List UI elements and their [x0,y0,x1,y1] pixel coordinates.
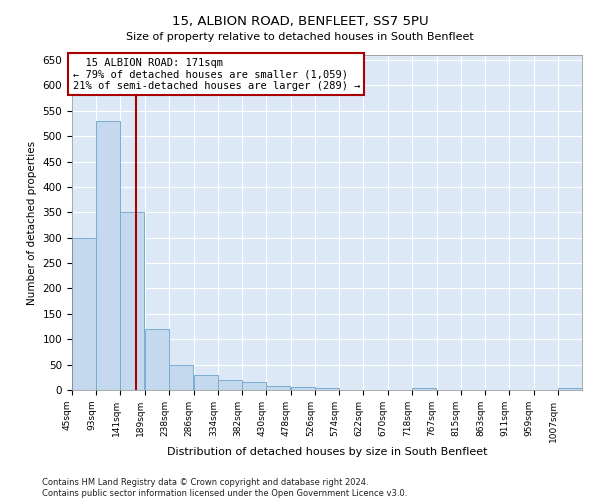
Text: 15, ALBION ROAD, BENFLEET, SS7 5PU: 15, ALBION ROAD, BENFLEET, SS7 5PU [172,15,428,28]
Bar [121,212,145,390]
Text: Size of property relative to detached houses in South Benfleet: Size of property relative to detached ho… [126,32,474,42]
Text: Contains HM Land Registry data © Crown copyright and database right 2024.
Contai: Contains HM Land Registry data © Crown c… [42,478,407,498]
Bar [315,388,339,390]
Bar [242,382,266,390]
Bar [558,388,582,390]
Bar [72,238,96,390]
Bar [412,388,436,390]
Bar [194,375,218,390]
Bar [96,121,120,390]
Bar [266,386,290,390]
Bar [169,364,193,390]
X-axis label: Distribution of detached houses by size in South Benfleet: Distribution of detached houses by size … [167,448,487,458]
Bar [145,329,169,390]
Bar [290,388,314,390]
Bar [218,380,242,390]
Text: 15 ALBION ROAD: 171sqm
← 79% of detached houses are smaller (1,059)
21% of semi-: 15 ALBION ROAD: 171sqm ← 79% of detached… [73,58,360,90]
Y-axis label: Number of detached properties: Number of detached properties [27,140,37,304]
